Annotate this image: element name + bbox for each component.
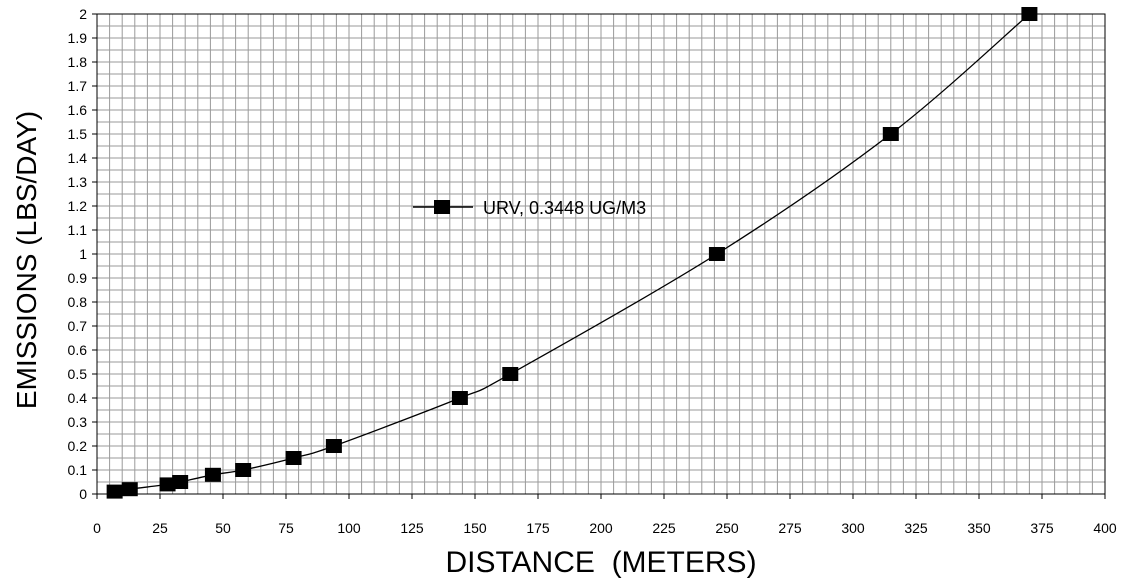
y-tick-label: 0.7 — [68, 318, 88, 334]
y-tick-label: 1.2 — [68, 198, 88, 214]
y-tick-label: 1.9 — [68, 30, 88, 46]
y-tick-label: 0.1 — [68, 462, 88, 478]
x-tick-label: 350 — [967, 520, 991, 536]
data-point-marker — [1021, 7, 1037, 21]
y-tick-label: 1.8 — [68, 54, 88, 70]
x-tick-label: 275 — [778, 520, 802, 536]
x-tick-label: 225 — [652, 520, 676, 536]
y-tick-label: 0 — [79, 486, 87, 502]
y-tick-label: 1.7 — [68, 78, 88, 94]
data-point-marker — [502, 367, 518, 381]
x-tick-label: 150 — [463, 520, 487, 536]
y-tick-label: 1.4 — [68, 150, 88, 166]
data-point-marker — [172, 475, 188, 489]
x-tick-label: 250 — [715, 520, 739, 536]
y-tick-label: 1 — [79, 246, 87, 262]
legend-marker — [434, 200, 450, 214]
data-point-marker — [286, 451, 302, 465]
x-axis-title: DISTANCE (METERS) — [445, 546, 756, 579]
x-tick-label: 375 — [1030, 520, 1054, 536]
x-tick-label: 0 — [93, 520, 101, 536]
x-tick-label: 300 — [841, 520, 865, 536]
y-tick-label: 0.2 — [68, 438, 88, 454]
y-tick-label: 1.1 — [68, 222, 88, 238]
y-tick-label: 1.3 — [68, 174, 88, 190]
y-tick-label: 0.8 — [68, 294, 88, 310]
series-layer — [107, 7, 1038, 499]
y-tick-label: 0.6 — [68, 342, 88, 358]
data-point-marker — [235, 463, 251, 477]
x-tick-label: 200 — [589, 520, 613, 536]
data-point-marker — [709, 247, 725, 261]
data-point-marker — [107, 485, 123, 499]
x-tick-label: 175 — [526, 520, 550, 536]
x-tick-labels: 0 25 50 75 100 125 150 175 200 225 250 275 300 325 350… — [93, 494, 1117, 536]
data-point-marker — [122, 482, 138, 496]
legend: URV, 0.3448 UG/M3 — [413, 198, 646, 218]
x-tick-label: 325 — [904, 520, 928, 536]
x-tick-label: 25 — [152, 520, 168, 536]
y-tick-label: 0.3 — [68, 414, 88, 430]
data-point-marker — [452, 391, 468, 405]
x-tick-label: 75 — [278, 520, 294, 536]
y-tick-label: 0.9 — [68, 270, 88, 286]
data-point-marker — [205, 468, 221, 482]
x-tick-label: 100 — [337, 520, 361, 536]
horizontal-gridlines — [97, 14, 1105, 494]
y-tick-label: 0.4 — [68, 390, 88, 406]
x-tick-label: 125 — [400, 520, 424, 536]
y-tick-label: 0.5 — [68, 366, 88, 382]
data-point-marker — [326, 439, 342, 453]
data-point-marker — [883, 127, 899, 141]
x-tick-label: 50 — [215, 520, 231, 536]
y-tick-label: 1.6 — [68, 102, 88, 118]
y-axis-title: EMISSIONS (LBS/DAY) — [11, 111, 42, 409]
y-tick-label: 1.5 — [68, 126, 88, 142]
y-tick-label: 2 — [79, 6, 87, 22]
x-tick-label: 400 — [1093, 520, 1117, 536]
y-tick-labels: 0 0.1 0.2 0.3 0.4 0.5 0.6 0.7 0.8 0.9 1 1.1 1.2 1.3 1.… — [68, 6, 97, 502]
legend-label: URV, 0.3448 UG/M3 — [483, 198, 646, 218]
